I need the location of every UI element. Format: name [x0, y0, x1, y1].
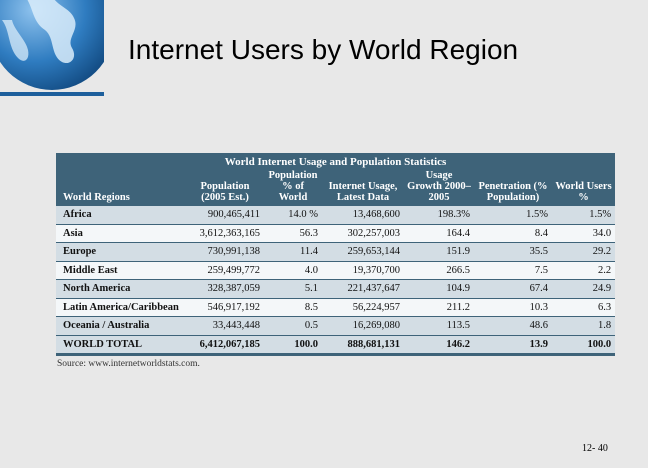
population-cell: 546,917,192 — [186, 298, 264, 317]
usage-growth-cell: 146.2 — [404, 335, 474, 356]
column-header: Population % of World — [264, 170, 322, 206]
table-row: Latin America/Caribbean 546,917,192 8.5 … — [56, 298, 616, 317]
penetration-cell: 67.4 — [474, 279, 552, 299]
region-cell: Latin America/Caribbean — [56, 298, 186, 317]
population-share-cell: 11.4 — [264, 242, 322, 262]
region-cell: Europe — [56, 242, 186, 262]
column-header: World Regions — [56, 170, 186, 206]
page-number: 12- 40 — [582, 443, 608, 454]
internet-usage-cell: 221,437,647 — [322, 279, 404, 299]
population-cell: 328,387,059 — [186, 279, 264, 299]
region-cell: North America — [56, 279, 186, 299]
stats-table: World Internet Usage and Population Stat… — [56, 153, 616, 356]
population-cell: 3,612,363,165 — [186, 224, 264, 243]
internet-usage-cell: 888,681,131 — [322, 335, 404, 356]
penetration-cell: 7.5 — [474, 261, 552, 280]
penetration-cell: 8.4 — [474, 224, 552, 243]
internet-usage-cell: 19,370,700 — [322, 261, 404, 280]
world-users-cell: 100.0 — [552, 335, 616, 356]
region-cell: WORLD TOTAL — [56, 335, 186, 356]
region-cell: Middle East — [56, 261, 186, 280]
population-share-cell: 0.5 — [264, 316, 322, 336]
world-users-cell: 2.2 — [552, 261, 616, 280]
internet-usage-cell: 13,468,600 — [322, 206, 404, 225]
usage-growth-cell: 198.3% — [404, 206, 474, 225]
world-users-cell: 6.3 — [552, 298, 616, 317]
world-users-cell: 34.0 — [552, 224, 616, 243]
total-row: WORLD TOTAL 6,412,067,185 100.0 888,681,… — [56, 335, 616, 356]
usage-growth-cell: 164.4 — [404, 224, 474, 243]
internet-usage-cell: 259,653,144 — [322, 242, 404, 262]
table-row: Europe 730,991,138 11.4 259,653,144 151.… — [56, 242, 616, 262]
world-users-cell: 1.8 — [552, 316, 616, 336]
population-cell: 259,499,772 — [186, 261, 264, 280]
table-header-row: World Regions Population (2005 Est.) Pop… — [56, 170, 616, 206]
population-share-cell: 14.0 % — [264, 206, 322, 225]
population-cell: 6,412,067,185 — [186, 335, 264, 356]
internet-usage-cell: 16,269,080 — [322, 316, 404, 336]
penetration-cell: 35.5 — [474, 242, 552, 262]
table-row: Oceania / Australia 33,443,448 0.5 16,26… — [56, 316, 616, 336]
usage-growth-cell: 266.5 — [404, 261, 474, 280]
internet-usage-cell: 302,257,003 — [322, 224, 404, 243]
table-row: Asia 3,612,363,165 56.3 302,257,003 164.… — [56, 224, 616, 243]
usage-growth-cell: 113.5 — [404, 316, 474, 336]
population-cell: 900,465,411 — [186, 206, 264, 225]
penetration-cell: 13.9 — [474, 335, 552, 356]
table-row: North America 328,387,059 5.1 221,437,64… — [56, 279, 616, 299]
internet-usage-cell: 56,224,957 — [322, 298, 404, 317]
population-share-cell: 5.1 — [264, 279, 322, 299]
world-users-cell: 29.2 — [552, 242, 616, 262]
globe-icon — [0, 0, 104, 90]
population-cell: 33,443,448 — [186, 316, 264, 336]
table-caption: World Internet Usage and Population Stat… — [56, 153, 616, 170]
usage-growth-cell: 151.9 — [404, 242, 474, 262]
usage-growth-cell: 211.2 — [404, 298, 474, 317]
region-cell: Oceania / Australia — [56, 316, 186, 336]
column-header: World Users % — [552, 170, 616, 206]
population-share-cell: 100.0 — [264, 335, 322, 356]
column-header: Population (2005 Est.) — [186, 170, 264, 206]
column-header: Internet Usage, Latest Data — [322, 170, 404, 206]
title-rule — [0, 92, 104, 96]
penetration-cell: 1.5% — [474, 206, 552, 225]
stats-table-container: World Internet Usage and Population Stat… — [56, 153, 616, 369]
region-cell: Africa — [56, 206, 186, 225]
usage-growth-cell: 104.9 — [404, 279, 474, 299]
population-cell: 730,991,138 — [186, 242, 264, 262]
slide-title: Internet Users by World Region — [128, 34, 519, 65]
table-row: Africa 900,465,411 14.0 % 13,468,600 198… — [56, 206, 616, 225]
column-header: Usage Growth 2000–2005 — [404, 170, 474, 206]
world-users-cell: 1.5% — [552, 206, 616, 225]
source-note: Source: www.internetworldstats.com. — [56, 356, 615, 369]
population-share-cell: 56.3 — [264, 224, 322, 243]
population-share-cell: 4.0 — [264, 261, 322, 280]
population-share-cell: 8.5 — [264, 298, 322, 317]
table-row: Middle East 259,499,772 4.0 19,370,700 2… — [56, 261, 616, 280]
world-users-cell: 24.9 — [552, 279, 616, 299]
region-cell: Asia — [56, 224, 186, 243]
penetration-cell: 48.6 — [474, 316, 552, 336]
column-header: Penetration (% Population) — [474, 170, 552, 206]
penetration-cell: 10.3 — [474, 298, 552, 317]
